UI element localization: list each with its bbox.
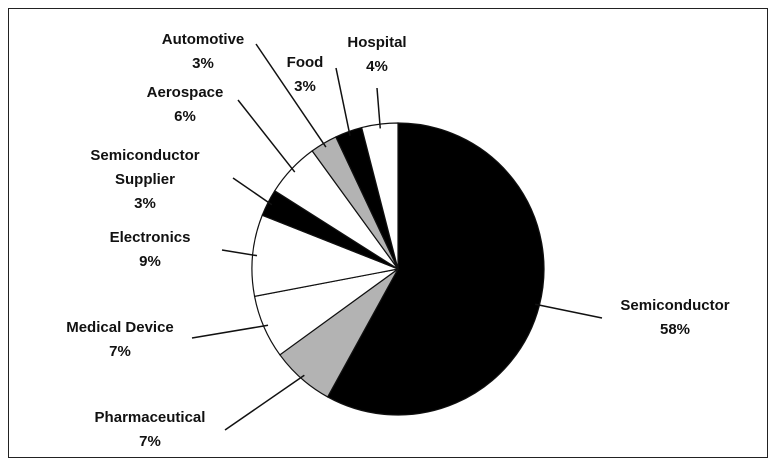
slice-label: Hospital 4% (347, 31, 406, 79)
slice-value: 9% (139, 253, 161, 270)
slice-name: Aerospace (146, 84, 224, 101)
leader-line (232, 177, 273, 206)
slice-value: 3% (192, 55, 214, 72)
slice-value: 4% (366, 58, 388, 75)
leader-line (335, 67, 351, 136)
leader-line (191, 324, 269, 339)
leader-line (535, 303, 603, 319)
slice-value: 58% (659, 321, 691, 338)
slice-name: Hospital (347, 34, 407, 51)
slice-label: Automotive 3% (162, 28, 245, 76)
slice-label: Medical Device 7% (66, 316, 174, 364)
leader-line (224, 374, 305, 431)
slice-label: Electronics 9% (110, 226, 191, 274)
leader-line (255, 43, 327, 148)
leader-line (376, 87, 381, 129)
leader-line (237, 99, 296, 173)
slice-label: Aerospace 6% (147, 81, 224, 129)
slice-value: 7% (139, 433, 161, 450)
slice-value: 3% (294, 78, 316, 95)
slice-value: 7% (109, 343, 131, 360)
chart-frame (8, 8, 768, 458)
slice-value: 3% (134, 195, 156, 212)
slice-label: Pharmaceutical 7% (95, 406, 206, 454)
slice-label: Food 3% (287, 51, 324, 99)
slice-name: Pharmaceutical (94, 409, 206, 426)
slice-name: Semiconductor (620, 297, 730, 314)
slice-name: Food (286, 54, 324, 71)
slice-name: Electronics (109, 229, 191, 246)
slice-name: Semiconductor Supplier (90, 147, 200, 188)
slice-label: Semiconductor 58% (620, 294, 729, 342)
slice-label: Semiconductor Supplier 3% (75, 144, 215, 216)
slice-value: 6% (174, 108, 196, 125)
leader-line (221, 249, 258, 257)
slice-name: Medical Device (66, 319, 174, 336)
slice-name: Automotive (161, 31, 245, 48)
